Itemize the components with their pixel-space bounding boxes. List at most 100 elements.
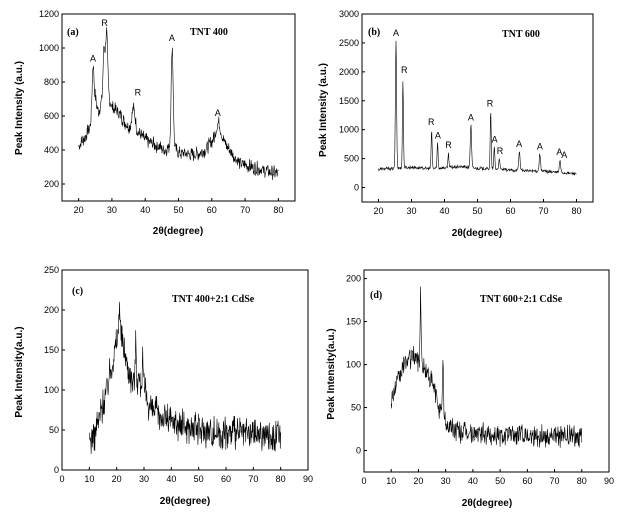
xrd-trace-b: [378, 40, 577, 176]
x-tick-label-c-10: 10: [84, 474, 94, 484]
panel-label-a: (a): [67, 27, 79, 38]
panel-a: (a) TNT 400 2θ(degree) Peak Intensity (a…: [14, 9, 296, 237]
peak-annotation-a-4: A: [215, 108, 221, 118]
x-tick-label-d-60: 60: [522, 476, 532, 486]
x-tick-label-d-20: 20: [413, 476, 423, 486]
y-tick-label-c-150: 150: [44, 345, 59, 355]
y-tick-label-c-100: 100: [44, 385, 59, 395]
y-tick-label-d-200: 200: [346, 274, 361, 284]
xrd-trace-d: [390, 286, 583, 448]
y-tick-label-d-150: 150: [346, 317, 361, 327]
x-tick-label-d-70: 70: [550, 476, 560, 486]
y-tick-label-b-500: 500: [344, 154, 359, 164]
y-tick-label-a-800: 800: [44, 77, 59, 87]
peak-annotation-b-12: A: [561, 150, 567, 160]
peak-annotation-b-5: A: [468, 112, 474, 122]
peak-annotation-a-2: R: [135, 88, 142, 98]
peak-annotation-b-3: A: [435, 130, 441, 140]
x-tick-label-c-30: 30: [139, 474, 149, 484]
x-tick-label-a-70: 70: [240, 205, 250, 215]
panel-label-b: (b): [368, 27, 380, 38]
x-tick-label-c-0: 0: [59, 474, 64, 484]
y-tick-label-a-600: 600: [44, 111, 59, 121]
peak-annotation-b-9: A: [516, 139, 522, 149]
x-tick-label-d-30: 30: [441, 476, 451, 486]
y-tick-label-b-1000: 1000: [339, 125, 359, 135]
y-tick-label-b-2500: 2500: [339, 38, 359, 48]
peak-annotation-b-0: A: [393, 28, 399, 38]
x-tick-label-c-40: 40: [166, 474, 176, 484]
y-tick-label-c-200: 200: [44, 305, 59, 315]
x-tick-label-d-90: 90: [604, 476, 614, 486]
x-tick-label-d-40: 40: [468, 476, 478, 486]
peak-annotation-b-6: R: [487, 99, 494, 109]
x-tick-label-c-70: 70: [248, 474, 258, 484]
peak-annotation-b-7: A: [492, 134, 498, 144]
peak-annotation-b-2: R: [428, 117, 435, 127]
panel-title-a: TNT 400: [190, 27, 228, 38]
y-tick-label-b-0: 0: [354, 183, 359, 193]
xrd-trace-a: [78, 27, 279, 180]
panel-label-c: (c): [72, 286, 83, 297]
x-tick-label-b-60: 60: [505, 206, 515, 216]
x-tick-label-a-80: 80: [273, 205, 283, 215]
peak-annotation-a-3: A: [169, 33, 175, 43]
x-tick-label-b-20: 20: [373, 206, 383, 216]
x-tick-label-b-80: 80: [571, 206, 581, 216]
y-tick-label-a-400: 400: [44, 145, 59, 155]
y-tick-label-b-1500: 1500: [339, 96, 359, 106]
y-tick-label-a-1200: 1200: [39, 9, 59, 19]
x-tick-label-b-40: 40: [439, 206, 449, 216]
x-tick-label-d-10: 10: [386, 476, 396, 486]
panel-d: (d) TNT 600+2:1 CdSe 2θ(degree) Peak Int…: [326, 269, 614, 509]
y-tick-label-b-3000: 3000: [339, 9, 359, 19]
x-tick-label-c-50: 50: [194, 474, 204, 484]
x-axis-label-b: 2θ(degree): [452, 228, 502, 239]
y-tick-label-d-100: 100: [346, 360, 361, 370]
xrd-trace-c: [89, 301, 281, 454]
peak-annotation-a-1: R: [101, 18, 108, 28]
y-tick-label-c-50: 50: [49, 425, 59, 435]
x-tick-label-c-80: 80: [276, 474, 286, 484]
panel-title-b: TNT 600: [502, 29, 540, 40]
x-tick-label-a-60: 60: [207, 205, 217, 215]
x-tick-label-a-50: 50: [173, 205, 183, 215]
x-tick-label-b-70: 70: [538, 206, 548, 216]
panel-title-c: TNT 400+2:1 CdSe: [172, 294, 255, 305]
x-axis-label-d: 2θ(degree): [462, 498, 512, 509]
y-tick-label-a-200: 200: [44, 179, 59, 189]
x-tick-label-c-60: 60: [221, 474, 231, 484]
panel-title-d: TNT 600+2:1 CdSe: [480, 294, 563, 305]
peak-annotation-a-0: A: [90, 54, 96, 64]
panel-label-d: (d): [370, 290, 382, 301]
panel-c: (c) TNT 400+2:1 CdSe 2θ(degree) Peak Int…: [14, 265, 313, 507]
peak-annotation-b-1: R: [401, 65, 408, 75]
y-axis-label-a: Peak Intensity (a.u.): [14, 61, 25, 155]
y-tick-label-b-2000: 2000: [339, 67, 359, 77]
y-axis-label-b: Peak Intensity (a.u.): [318, 63, 329, 157]
x-tick-label-c-20: 20: [112, 474, 122, 484]
x-tick-label-a-30: 30: [107, 205, 117, 215]
x-tick-label-c-90: 90: [303, 474, 313, 484]
x-axis-label-c: 2θ(degree): [160, 496, 210, 507]
y-tick-label-c-0: 0: [54, 465, 59, 475]
peak-annotation-b-4: R: [445, 140, 452, 150]
x-axis-label-a: 2θ(degree): [153, 226, 203, 237]
y-axis-label-c: Peak Intensity(a.u.): [14, 326, 25, 417]
peak-annotation-b-8: R: [497, 146, 504, 156]
y-tick-label-c-250: 250: [44, 265, 59, 275]
x-tick-label-d-80: 80: [577, 476, 587, 486]
x-tick-label-a-40: 40: [140, 205, 150, 215]
peak-annotation-b-11: A: [556, 147, 562, 157]
panel-b: (b) TNT 600 2θ(degree) Peak Intensity (a…: [318, 9, 594, 239]
y-axis-label-d: Peak Intensity(a.u.): [326, 328, 337, 419]
peak-annotation-b-10: A: [537, 141, 543, 151]
x-tick-label-d-50: 50: [495, 476, 505, 486]
y-tick-label-a-1000: 1000: [39, 43, 59, 53]
y-tick-label-d-50: 50: [351, 403, 361, 413]
y-tick-label-d-0: 0: [356, 446, 361, 456]
x-tick-label-d-0: 0: [361, 476, 366, 486]
x-tick-label-b-50: 50: [472, 206, 482, 216]
x-tick-label-b-30: 30: [406, 206, 416, 216]
